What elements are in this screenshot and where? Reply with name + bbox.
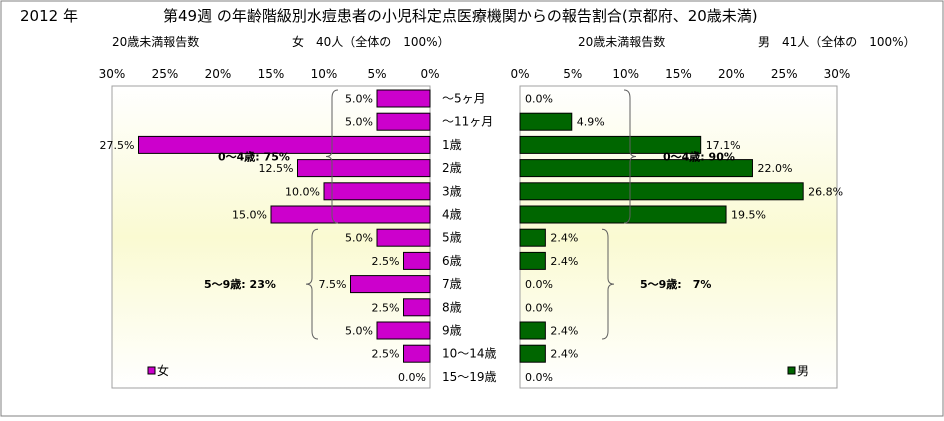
x-tick-label: 25% xyxy=(771,67,798,81)
category-label: 15～19歳 xyxy=(442,370,497,384)
bar xyxy=(519,159,753,178)
summary-label-0: 女 40人（全体の 100%） xyxy=(292,34,450,49)
category-label: 5歳 xyxy=(442,231,462,245)
bar xyxy=(519,112,573,131)
x-tick-label: 10% xyxy=(311,67,338,81)
bar xyxy=(376,89,431,108)
x-tick-label: 0% xyxy=(420,67,439,81)
x-tick-label: 25% xyxy=(152,67,179,81)
category-label: 4歳 xyxy=(442,208,462,222)
bar xyxy=(376,112,431,131)
bar xyxy=(519,205,727,224)
category-label: 3歳 xyxy=(442,184,462,198)
data-label: 12.5% xyxy=(259,162,294,175)
bar xyxy=(138,135,431,154)
data-label: 2.4% xyxy=(550,232,578,245)
data-label: 27.5% xyxy=(100,139,135,152)
data-label: 2.4% xyxy=(550,325,578,338)
legend-label-1: 男 xyxy=(797,364,809,378)
data-label: 0.0% xyxy=(525,93,553,106)
category-label: 1歳 xyxy=(442,138,462,152)
x-tick-label: 0% xyxy=(510,67,529,81)
bar xyxy=(270,205,431,224)
group-brace xyxy=(305,228,319,340)
data-label: 7.5% xyxy=(319,278,347,291)
data-label: 2.4% xyxy=(550,348,578,361)
x-tick-label: 15% xyxy=(665,67,692,81)
bar xyxy=(519,344,546,363)
data-label: 0.0% xyxy=(525,371,553,384)
report-label-0: 20歳未満報告数 xyxy=(112,34,199,49)
data-label: 5.0% xyxy=(345,116,373,129)
x-tick-label: 5% xyxy=(367,67,386,81)
data-label: 0.0% xyxy=(525,301,553,314)
bar xyxy=(350,275,431,294)
data-label: 4.9% xyxy=(577,116,605,129)
data-label: 5.0% xyxy=(345,325,373,338)
data-label: 5.0% xyxy=(345,93,373,106)
data-label: 10.0% xyxy=(285,185,320,198)
data-label: 2.5% xyxy=(372,348,400,361)
x-tick-label: 10% xyxy=(612,67,639,81)
group-annotation: 0～4歳: 75% xyxy=(218,150,290,164)
data-label: 2.5% xyxy=(372,301,400,314)
x-tick-label: 30% xyxy=(99,67,126,81)
legend-swatch-1 xyxy=(787,366,796,375)
group-brace xyxy=(623,89,637,224)
data-label: 19.5% xyxy=(731,209,766,222)
bar xyxy=(403,251,431,270)
x-tick-label: 30% xyxy=(824,67,851,81)
data-label: 17.1% xyxy=(706,139,741,152)
data-label: 2.4% xyxy=(550,255,578,268)
bar xyxy=(519,321,546,340)
category-label: 7歳 xyxy=(442,277,462,291)
category-label: 6歳 xyxy=(442,254,462,268)
bar xyxy=(323,182,431,201)
x-tick-label: 20% xyxy=(718,67,745,81)
bar xyxy=(403,344,431,363)
bar xyxy=(376,228,431,247)
data-label: 2.5% xyxy=(372,255,400,268)
bar xyxy=(519,228,546,247)
data-label: 0.0% xyxy=(525,278,553,291)
report-label-1: 20歳未満報告数 xyxy=(578,34,665,49)
legend-swatch-0 xyxy=(147,366,156,375)
bar xyxy=(403,298,431,317)
category-label: 2歳 xyxy=(442,161,462,175)
legend-label-0: 女 xyxy=(157,363,169,378)
category-label: 9歳 xyxy=(442,324,462,338)
year-label: 2012 年 xyxy=(20,7,78,25)
data-label: 5.0% xyxy=(345,232,373,245)
bar xyxy=(519,251,546,270)
bar xyxy=(519,182,804,201)
group-brace xyxy=(601,228,615,340)
category-label: 8歳 xyxy=(442,300,462,314)
group-brace xyxy=(325,89,339,224)
chart-title: 第49週 の年齢階級別水痘患者の小児科定点医療機関からの報告割合(京都府、20歳… xyxy=(163,7,758,25)
data-label: 26.8% xyxy=(808,185,843,198)
group-annotation: 5～9歳: 7% xyxy=(640,277,711,291)
x-tick-label: 20% xyxy=(205,67,232,81)
group-annotation: 5～9歳: 23% xyxy=(204,277,276,291)
group-annotation: 0～4歳: 90% xyxy=(663,150,735,164)
category-label: ～5ヶ月 xyxy=(442,92,486,106)
x-tick-label: 5% xyxy=(563,67,582,81)
bar xyxy=(519,135,702,154)
data-label: 15.0% xyxy=(232,209,267,222)
summary-label-1: 男 41人（全体の 100%） xyxy=(758,34,916,49)
bar xyxy=(297,159,431,178)
bar xyxy=(376,321,431,340)
data-label: 0.0% xyxy=(398,371,426,384)
category-label: ～11ヶ月 xyxy=(442,115,493,129)
category-label: 10～14歳 xyxy=(442,347,497,361)
x-tick-label: 15% xyxy=(258,67,285,81)
data-label: 22.0% xyxy=(757,162,792,175)
